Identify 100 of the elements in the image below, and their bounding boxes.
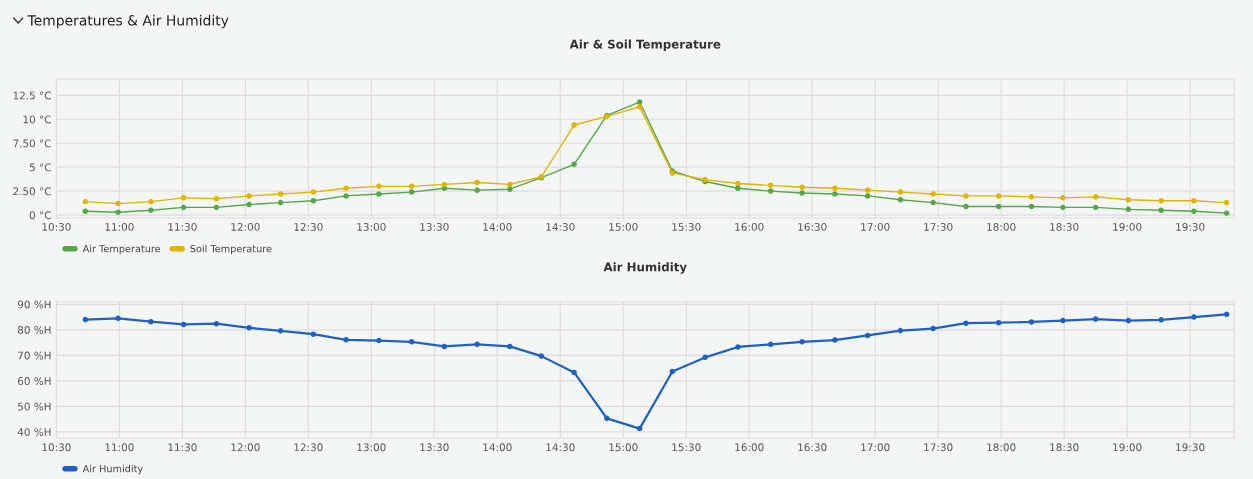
point [180, 204, 187, 211]
point [474, 187, 480, 193]
point [277, 191, 284, 197]
point [82, 208, 89, 215]
x-tick-label: 11:30 [168, 222, 197, 231]
point [277, 328, 284, 334]
x-tick-label: 11:30 [168, 443, 197, 452]
point [571, 122, 577, 128]
point [1060, 204, 1066, 211]
point [832, 185, 838, 192]
x-tick-label: 13:00 [357, 443, 386, 452]
point [735, 185, 741, 192]
point [735, 180, 741, 187]
x-tick-label: 17:00 [861, 443, 890, 452]
x-tick-label: 10:30 [42, 443, 71, 452]
chart-title: Air & Soil Temperature [569, 39, 721, 51]
x-tick-label: 12:30 [294, 443, 323, 452]
point [1125, 206, 1132, 213]
point [832, 191, 838, 197]
point [1060, 195, 1066, 201]
point [246, 193, 252, 199]
point [799, 190, 805, 196]
x-tick-label: 16:30 [798, 222, 827, 231]
point [180, 195, 187, 201]
point [115, 315, 121, 322]
point [1223, 199, 1230, 206]
x-tick-label: 14:30 [546, 222, 575, 231]
point [213, 204, 220, 211]
point [376, 337, 382, 344]
point [864, 193, 871, 199]
x-tick-label: 13:30 [420, 222, 449, 231]
point [246, 201, 252, 208]
x-tick-label: 16:00 [735, 443, 764, 452]
point [1028, 203, 1035, 210]
chart-title: Air Humidity [603, 262, 687, 274]
point [343, 337, 349, 343]
point [82, 198, 89, 205]
x-tick-label: 13:00 [357, 222, 386, 231]
point [1191, 314, 1197, 320]
legend-label: Air Humidity [82, 464, 143, 475]
legend-label: Soil Temperature [190, 244, 272, 255]
point [1223, 210, 1230, 216]
point [148, 318, 154, 325]
y-tick-label: 5 °C [29, 163, 51, 172]
point [441, 181, 448, 188]
point [1158, 197, 1164, 204]
point [767, 182, 774, 189]
point [636, 104, 643, 110]
point [1092, 204, 1099, 211]
x-tick-label: 19:00 [1113, 222, 1142, 231]
x-tick-label: 11:00 [105, 222, 134, 231]
x-tick-label: 15:30 [672, 443, 701, 452]
point [930, 191, 936, 197]
point [995, 203, 1002, 210]
x-tick-label: 14:00 [483, 443, 512, 452]
point [507, 343, 513, 350]
x-tick-label: 16:30 [798, 443, 827, 452]
point [636, 99, 643, 105]
y-tick-label: 60 %H [17, 377, 51, 385]
x-tick-label: 15:00 [609, 222, 638, 231]
point [310, 189, 317, 195]
point [897, 196, 904, 203]
point [376, 183, 382, 190]
point [1028, 319, 1035, 325]
point [735, 344, 741, 350]
x-tick-label: 17:30 [924, 443, 953, 452]
y-tick-label: 7.50 °C [13, 139, 51, 148]
point [864, 332, 871, 339]
point [995, 193, 1002, 199]
y-tick-label: 70 %H [18, 351, 51, 360]
point [310, 197, 317, 204]
point [897, 327, 904, 334]
point [1092, 316, 1099, 322]
point [213, 196, 220, 202]
point [1191, 208, 1197, 215]
point [1158, 317, 1164, 323]
point [148, 198, 154, 205]
point [636, 425, 643, 432]
x-tick-label: 12:00 [231, 222, 260, 231]
point [930, 325, 936, 332]
x-tick-label: 13:30 [420, 443, 449, 452]
point [1125, 196, 1132, 203]
point [82, 316, 89, 323]
point [277, 199, 284, 206]
point [963, 203, 969, 210]
y-tick-label: 12.5 °C [13, 91, 51, 100]
point [376, 191, 382, 197]
point [669, 368, 676, 375]
x-tick-label: 12:30 [294, 222, 323, 231]
point [799, 339, 805, 345]
x-tick-label: 18:00 [987, 222, 1016, 231]
x-tick-label: 18:30 [1050, 443, 1079, 452]
point [897, 189, 904, 195]
point [474, 341, 480, 348]
y-tick-label: 40 %H [17, 428, 51, 437]
point [343, 193, 349, 199]
point [767, 341, 774, 348]
x-tick-label: 15:30 [672, 222, 701, 231]
y-tick-label: 50 %H [18, 402, 51, 411]
point [1092, 194, 1099, 200]
